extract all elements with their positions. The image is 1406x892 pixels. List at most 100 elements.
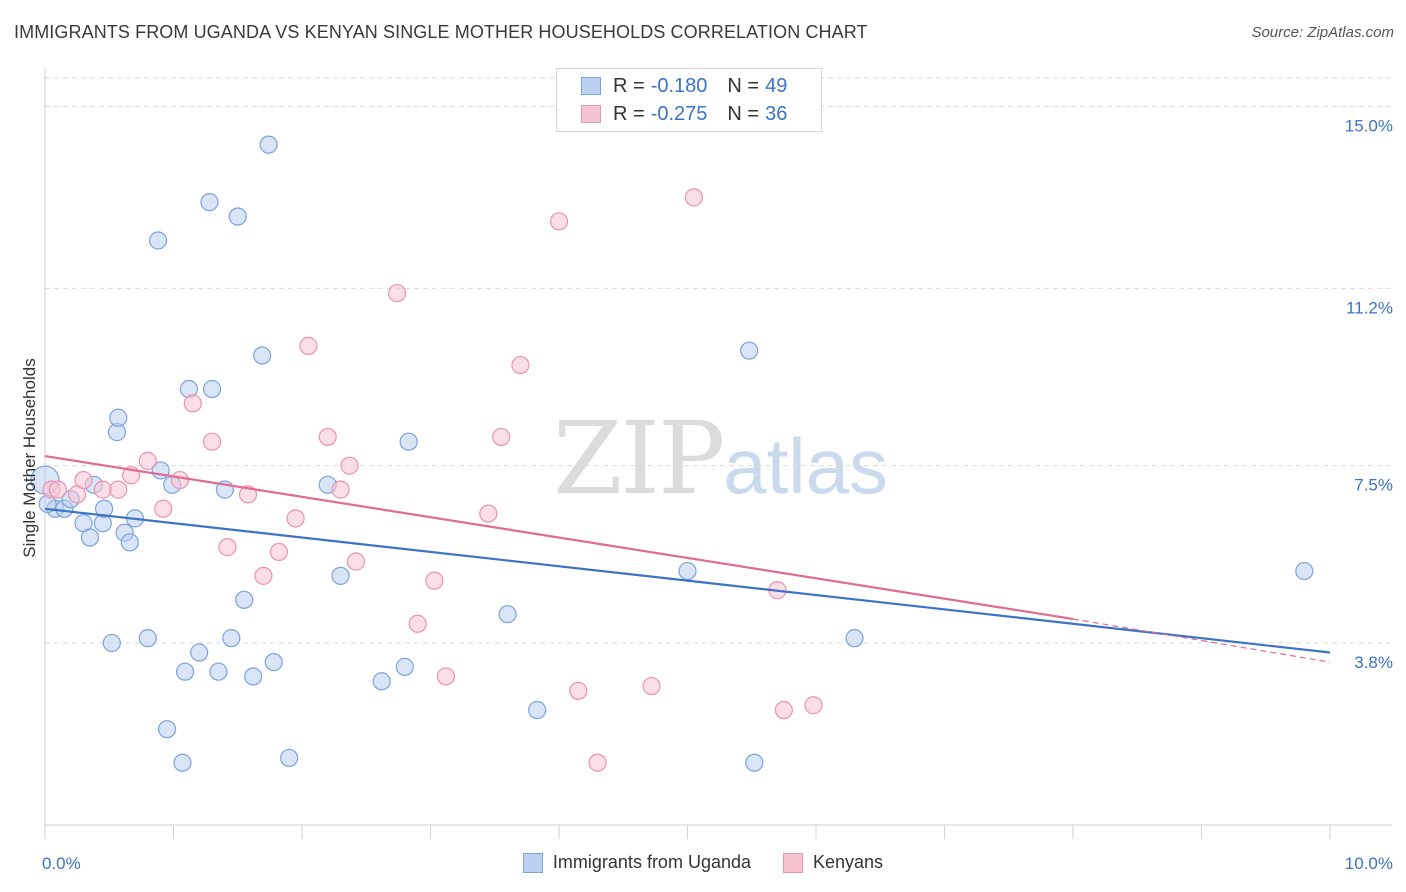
uganda-point (200, 193, 219, 212)
swatch-uganda (581, 77, 601, 95)
r-label: R = (613, 74, 645, 97)
kenyan-point (154, 499, 173, 518)
kenyan-point (346, 552, 366, 571)
r-label: R = (613, 102, 645, 125)
uganda-point (148, 231, 168, 250)
kenyan-point (549, 212, 569, 231)
uganda-point (745, 753, 764, 772)
watermark-zip: ZIP (553, 400, 725, 517)
kenyan-point (48, 480, 67, 499)
y-tick-label: 15.0% (1345, 116, 1393, 135)
uganda-point (678, 561, 697, 581)
uganda-point (102, 633, 121, 653)
kenyan-point (425, 571, 444, 590)
uganda-point (280, 748, 299, 768)
uganda-point (528, 700, 547, 720)
uganda-point (120, 533, 139, 552)
source-label: Source: ZipAtlas.com (1251, 24, 1394, 41)
kenyan-point (436, 667, 456, 686)
legend-swatch-uganda (522, 852, 543, 873)
uganda-point (331, 566, 350, 585)
uganda-point (109, 408, 128, 427)
kenyan-point (170, 470, 190, 490)
legend-item-uganda[interactable]: Immigrants from Uganda (522, 852, 751, 873)
uganda-point (228, 207, 247, 226)
y-tick-label: 7.5% (1354, 476, 1393, 495)
legend-item-kenyans[interactable]: Kenyans (783, 852, 883, 873)
legend-label-kenyans: Kenyans (813, 852, 884, 872)
x-tick-label: 10.0% (1345, 854, 1393, 873)
uganda-point (259, 135, 278, 154)
grid (45, 77, 1392, 644)
kenyan-point (588, 753, 607, 772)
kenyan-point (492, 427, 511, 447)
x-tick-label: 0.0% (42, 854, 81, 873)
uganda-point (740, 341, 759, 360)
n-label: N = (727, 74, 760, 97)
swatch-kenyans (581, 105, 601, 123)
kenyan-point (299, 336, 318, 355)
kenyan-point (202, 432, 222, 451)
kenyan-point (340, 456, 359, 475)
n-value: 49 (765, 74, 788, 97)
y-tick-label: 11.2% (1346, 298, 1393, 317)
trend-line-kenyans-extension (1072, 618, 1331, 663)
kenyan-point (569, 681, 588, 700)
uganda-point (845, 629, 864, 648)
y-axis-label: Single Mother Households (20, 358, 39, 557)
kenyan-point (408, 614, 427, 633)
data-points (30, 135, 1314, 772)
stats-legend: R = -0.180 N = 49 R = -0.275 N = 36 (556, 68, 822, 132)
kenyan-point (479, 504, 498, 523)
uganda-point (209, 662, 228, 681)
uganda-point (399, 432, 418, 451)
kenyan-point (109, 480, 128, 499)
stats-row-uganda: R = -0.180 N = 49 (581, 73, 793, 99)
y-tick-label: 3.8% (1354, 653, 1393, 672)
uganda-point (173, 753, 192, 772)
kenyan-point (804, 696, 823, 715)
r-value: -0.275 (650, 102, 708, 125)
uganda-point (80, 528, 100, 547)
kenyan-point (74, 470, 93, 490)
kenyan-point (774, 700, 793, 720)
uganda-point (175, 662, 195, 681)
r-value: -0.180 (650, 74, 708, 97)
series-legend: Immigrants from Uganda Kenyans (0, 852, 1406, 873)
uganda-point (138, 629, 157, 648)
stats-row-kenyans: R = -0.275 N = 36 (581, 101, 793, 127)
uganda-point (190, 643, 209, 662)
n-label: N = (727, 102, 760, 125)
uganda-point (95, 499, 114, 518)
uganda-point (157, 720, 177, 739)
uganda-point (244, 667, 263, 686)
uganda-point (202, 379, 222, 399)
watermark: ZIPatlas (553, 400, 888, 517)
trend-lines (44, 454, 1331, 663)
uganda-point (253, 346, 272, 365)
uganda-point (235, 590, 254, 609)
uganda-point (395, 657, 414, 676)
chart-title: IMMIGRANTS FROM UGANDA VS KENYAN SINGLE … (14, 22, 868, 42)
kenyan-point (387, 284, 407, 303)
kenyan-point (238, 485, 258, 504)
axes (44, 68, 1392, 839)
uganda-point (222, 629, 241, 648)
uganda-point (372, 672, 391, 691)
kenyan-point (93, 480, 112, 499)
kenyan-point (318, 427, 337, 447)
uganda-point (264, 653, 283, 672)
kenyan-point (684, 188, 704, 207)
kenyan-point (642, 676, 661, 696)
kenyan-point (511, 355, 530, 375)
tick-labels: 3.8% 7.5% 11.2% 15.0% 0.0% 10.0% (42, 116, 1393, 873)
trend-line-kenyans (44, 454, 1074, 621)
kenyan-point (138, 451, 157, 470)
kenyan-point (286, 509, 305, 528)
kenyan-point (183, 394, 202, 413)
kenyan-point (218, 538, 237, 557)
kenyan-point (331, 480, 350, 499)
legend-label-uganda: Immigrants from Uganda (552, 852, 751, 872)
legend-swatch-kenyans (783, 852, 803, 873)
